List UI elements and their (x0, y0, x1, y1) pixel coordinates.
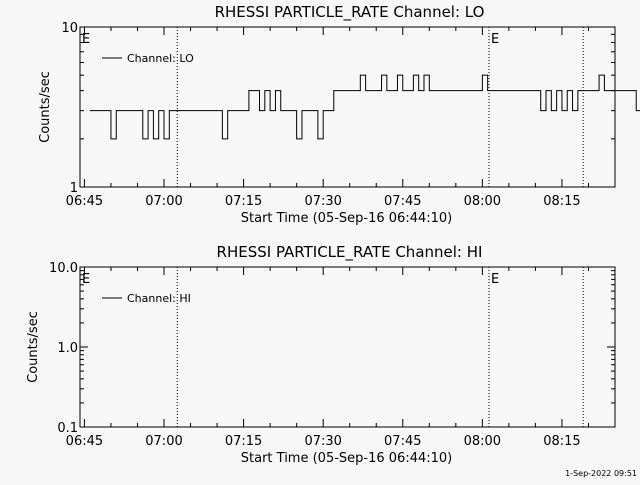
lo-y-tick-label: 1 (70, 181, 78, 196)
hi-y-tick-label: 1.0 (57, 341, 78, 356)
hi-x-tick-label: 07:30 (304, 434, 341, 449)
hi-x-tick-label: 07:45 (384, 434, 421, 449)
hi-event-marker-label: E (82, 272, 90, 287)
hi-x-tick-label: 06:45 (66, 434, 103, 449)
hi-x-tick-label: 08:15 (543, 434, 580, 449)
footer-timestamp: 1-Sep-2022 09:51 (565, 469, 637, 478)
hi-x-axis-label: Start Time (05-Sep-16 06:44:10) (241, 451, 452, 466)
hi-y-tick-label: 10.0 (49, 261, 78, 276)
lo-x-tick-label: 07:45 (384, 194, 421, 209)
lo-channel-chart: RHESSI PARTICLE_RATE Channel: LO 06:45 07:… (38, 3, 640, 226)
lo-legend-label: Channel: LO (127, 52, 194, 65)
lo-plot-frame (79, 26, 616, 188)
lo-event-marker-label: E (491, 32, 499, 47)
lo-x-tick-label: 08:00 (464, 194, 501, 209)
lo-x-tick-label: 08:15 (543, 194, 580, 209)
lo-series-line (89, 74, 640, 140)
lo-y-axis-label: Counts/sec (38, 71, 53, 143)
lo-x-axis-label: Start Time (05-Sep-16 06:44:10) (241, 211, 452, 226)
lo-chart-title: RHESSI PARTICLE_RATE Channel: LO (215, 3, 485, 22)
hi-channel-chart: RHESSI PARTICLE_RATE Channel: HI 06:45 07:… (26, 243, 616, 466)
lo-event-marker-label: E (82, 32, 90, 47)
hi-x-tick-label: 08:00 (464, 434, 501, 449)
hi-y-tick-label: 0.1 (57, 421, 78, 436)
hi-y-axis-label: Counts/sec (26, 311, 41, 383)
hi-x-tick-label: 07:00 (145, 434, 182, 449)
hi-plot-frame (79, 266, 616, 428)
lo-y-tick-label: 10 (61, 21, 78, 36)
hi-event-marker-label: E (491, 272, 499, 287)
lo-x-tick-label: 07:30 (304, 194, 341, 209)
lo-x-tick-label: 07:15 (225, 194, 262, 209)
lo-x-tick-label: 06:45 (66, 194, 103, 209)
lo-x-tick-label: 07:00 (145, 194, 182, 209)
hi-x-tick-label: 07:15 (225, 434, 262, 449)
hi-legend-label: Channel: HI (127, 292, 191, 305)
hi-chart-title: RHESSI PARTICLE_RATE Channel: HI (217, 243, 483, 262)
